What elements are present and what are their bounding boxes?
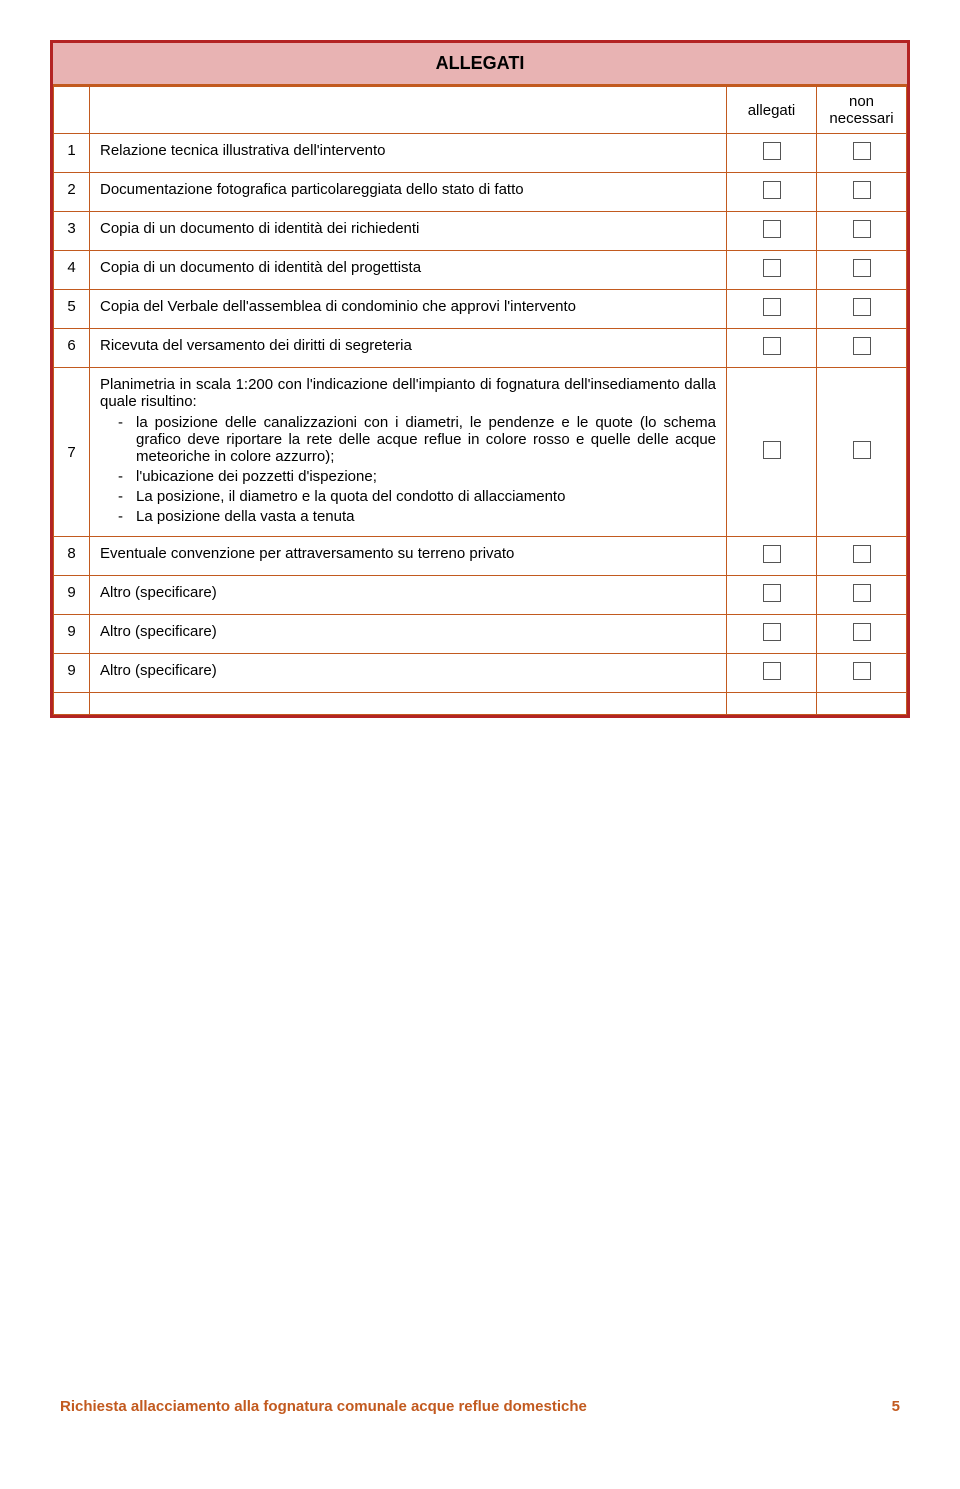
checkbox-cell (817, 368, 907, 537)
row-num: 9 (54, 654, 90, 693)
page-footer: Richiesta allacciamento alla fognatura c… (50, 1398, 910, 1415)
row-num: 1 (54, 134, 90, 173)
row-desc: Documentazione fotografica particolaregg… (90, 173, 727, 212)
checkbox-icon[interactable] (763, 623, 781, 641)
table-row-empty (54, 693, 907, 715)
col-desc-header (90, 87, 727, 134)
row-desc: Altro (specificare) (90, 654, 727, 693)
col-allegati-header: allegati (727, 87, 817, 134)
row-num: 7 (54, 368, 90, 537)
table-row: 3 Copia di un documento di identità dei … (54, 212, 907, 251)
table-row: 4 Copia di un documento di identità del … (54, 251, 907, 290)
checkbox-icon[interactable] (853, 259, 871, 277)
checkbox-icon[interactable] (763, 545, 781, 563)
checkbox-cell (727, 329, 817, 368)
checkbox-icon[interactable] (853, 298, 871, 316)
checkbox-cell (727, 615, 817, 654)
checkbox-icon[interactable] (853, 220, 871, 238)
row-desc: Ricevuta del versamento dei diritti di s… (90, 329, 727, 368)
footer-title: Richiesta allacciamento alla fognatura c… (60, 1398, 587, 1415)
checkbox-cell (817, 290, 907, 329)
empty-cell (54, 693, 90, 715)
table-header-row: allegati non necessari (54, 87, 907, 134)
table-row: 1 Relazione tecnica illustrativa dell'in… (54, 134, 907, 173)
row-desc: Planimetria in scala 1:200 con l'indicaz… (90, 368, 727, 537)
table-row: 6 Ricevuta del versamento dei diritti di… (54, 329, 907, 368)
table-row: 9 Altro (specificare) (54, 654, 907, 693)
checkbox-cell (817, 537, 907, 576)
checkbox-icon[interactable] (853, 584, 871, 602)
allegati-table: allegati non necessari 1 Relazione tecni… (53, 86, 907, 715)
checkbox-cell (727, 654, 817, 693)
bullet-item: l'ubicazione dei pozzetti d'ispezione; (118, 468, 716, 485)
bullet-item: la posizione delle canalizzazioni con i … (118, 414, 716, 465)
row-num: 5 (54, 290, 90, 329)
footer-page-number: 5 (892, 1398, 900, 1415)
checkbox-icon[interactable] (763, 181, 781, 199)
row-num: 4 (54, 251, 90, 290)
allegati-header: ALLEGATI (53, 43, 907, 86)
checkbox-icon[interactable] (763, 220, 781, 238)
checkbox-icon[interactable] (853, 142, 871, 160)
row-num: 9 (54, 615, 90, 654)
checkbox-icon[interactable] (853, 623, 871, 641)
row-desc: Eventuale convenzione per attraversament… (90, 537, 727, 576)
checkbox-cell (727, 134, 817, 173)
checkbox-icon[interactable] (763, 259, 781, 277)
row-num: 3 (54, 212, 90, 251)
allegati-frame: ALLEGATI allegati non necessari 1 Relazi… (50, 40, 910, 718)
row-desc: Copia di un documento di identità dei ri… (90, 212, 727, 251)
row7-intro: Planimetria in scala 1:200 con l'indicaz… (100, 376, 716, 410)
row-desc: Relazione tecnica illustrativa dell'inte… (90, 134, 727, 173)
row-desc: Altro (specificare) (90, 615, 727, 654)
checkbox-icon[interactable] (853, 545, 871, 563)
checkbox-icon[interactable] (853, 662, 871, 680)
table-row: 2 Documentazione fotografica particolare… (54, 173, 907, 212)
checkbox-cell (727, 251, 817, 290)
checkbox-icon[interactable] (763, 584, 781, 602)
checkbox-icon[interactable] (763, 142, 781, 160)
checkbox-cell (817, 576, 907, 615)
bullet-item: La posizione, il diametro e la quota del… (118, 488, 716, 505)
checkbox-cell (817, 654, 907, 693)
checkbox-cell (817, 212, 907, 251)
checkbox-cell (727, 368, 817, 537)
checkbox-cell (727, 537, 817, 576)
table-row: 9 Altro (specificare) (54, 576, 907, 615)
checkbox-cell (727, 290, 817, 329)
checkbox-cell (727, 173, 817, 212)
row-num: 9 (54, 576, 90, 615)
table-row: 8 Eventuale convenzione per attraversame… (54, 537, 907, 576)
row-desc: Copia del Verbale dell'assemblea di cond… (90, 290, 727, 329)
checkbox-cell (727, 576, 817, 615)
row-num: 8 (54, 537, 90, 576)
checkbox-cell (817, 134, 907, 173)
checkbox-cell (817, 251, 907, 290)
checkbox-cell (817, 615, 907, 654)
col-nonnecessari-header: non necessari (817, 87, 907, 134)
row-num: 2 (54, 173, 90, 212)
checkbox-icon[interactable] (853, 337, 871, 355)
col-num-header (54, 87, 90, 134)
empty-cell (727, 693, 817, 715)
checkbox-cell (727, 212, 817, 251)
row-desc: Altro (specificare) (90, 576, 727, 615)
checkbox-icon[interactable] (763, 662, 781, 680)
row7-bullets: la posizione delle canalizzazioni con i … (118, 414, 716, 525)
empty-cell (817, 693, 907, 715)
table-row: 5 Copia del Verbale dell'assemblea di co… (54, 290, 907, 329)
checkbox-icon[interactable] (763, 441, 781, 459)
empty-cell (90, 693, 727, 715)
checkbox-cell (817, 329, 907, 368)
row-desc: Copia di un documento di identità del pr… (90, 251, 727, 290)
checkbox-icon[interactable] (763, 298, 781, 316)
table-row: 9 Altro (specificare) (54, 615, 907, 654)
checkbox-cell (817, 173, 907, 212)
row-num: 6 (54, 329, 90, 368)
checkbox-icon[interactable] (853, 441, 871, 459)
bullet-item: La posizione della vasta a tenuta (118, 508, 716, 525)
checkbox-icon[interactable] (763, 337, 781, 355)
checkbox-icon[interactable] (853, 181, 871, 199)
table-row: 7 Planimetria in scala 1:200 con l'indic… (54, 368, 907, 537)
